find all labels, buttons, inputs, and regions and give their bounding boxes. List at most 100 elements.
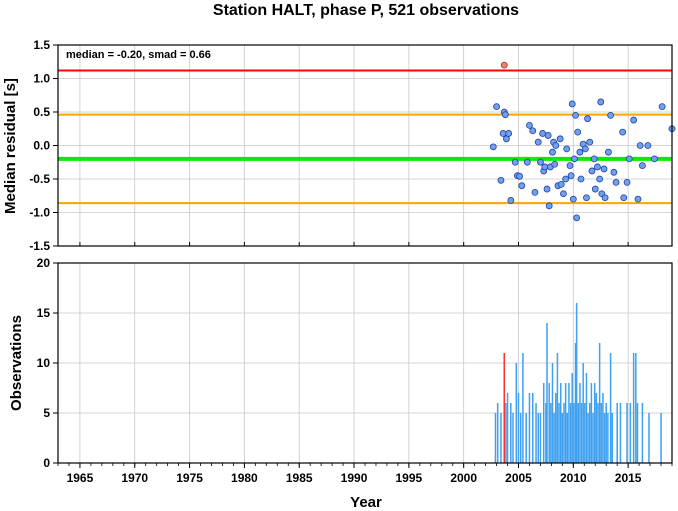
residual-point <box>568 100 576 108</box>
observations-plot-frame <box>57 262 673 464</box>
observation-bar <box>629 403 632 463</box>
observation-bar <box>553 413 555 463</box>
observation-bar <box>535 403 537 463</box>
residual-point <box>507 197 515 204</box>
observation-bar <box>589 403 591 463</box>
observation-bar <box>519 413 522 463</box>
observation-bar <box>569 403 572 463</box>
residual-point <box>531 188 539 196</box>
observation-bar <box>577 403 580 463</box>
observation-bar <box>585 373 588 463</box>
residual-point <box>636 142 644 149</box>
x-tick-label: 2005 <box>505 471 532 485</box>
residual-point <box>597 98 605 106</box>
observation-bar <box>574 343 577 463</box>
residual-point <box>581 145 589 153</box>
residual-point <box>625 155 633 163</box>
residual-point <box>523 158 531 166</box>
observation-bar <box>582 363 584 463</box>
x-tick-label: 2015 <box>615 471 642 485</box>
observation-bar <box>636 403 639 463</box>
residual-point <box>601 194 609 202</box>
y-tick-label: -1.5 <box>29 239 50 253</box>
residual-point <box>571 155 578 163</box>
residual-point <box>505 130 513 137</box>
residual-point <box>562 175 570 183</box>
residual-point <box>574 128 582 136</box>
residual-point <box>537 158 544 166</box>
residual-point <box>576 148 584 156</box>
x-tick-label: 1980 <box>231 471 258 485</box>
observation-bar <box>568 383 570 463</box>
x-tick-label: 1995 <box>396 471 423 485</box>
residual-point <box>594 163 601 171</box>
observation-bar <box>584 403 586 463</box>
observation-bar <box>561 413 564 463</box>
observation-bar <box>542 383 545 463</box>
residual-y-ticks: -1.5 -1.0 -0.5 0.0 0.5 1.0 1.5 <box>29 38 58 253</box>
observation-bar <box>595 393 598 463</box>
observation-bar <box>500 413 502 463</box>
observation-bar <box>545 403 547 463</box>
observations-grid <box>58 262 672 464</box>
observation-bar <box>559 383 562 463</box>
residual-point <box>497 176 505 184</box>
observation-bar <box>494 413 497 463</box>
x-tick-label: 1990 <box>341 471 368 485</box>
observation-bar <box>660 413 662 463</box>
observation-bar <box>571 373 573 463</box>
observation-bar <box>512 413 514 463</box>
residual-panel: -1.5 -1.0 -0.5 0.0 0.5 1.0 1.5 median = -0.20,… <box>2 38 676 253</box>
outlier-point <box>500 61 508 69</box>
observation-bar <box>546 323 548 463</box>
year-x-ticks: 1965 1970 1975 1980 1985 1990 1995 2000 2005 2010… <box>57 463 673 485</box>
observation-bar <box>635 353 637 463</box>
residual-point <box>583 194 590 202</box>
observation-bar <box>579 383 581 463</box>
residual-point <box>501 111 509 119</box>
residual-point <box>620 194 628 202</box>
observation-bar <box>548 383 550 463</box>
observation-bar <box>590 383 593 463</box>
residual-plot-frame <box>57 44 673 247</box>
residual-point <box>577 175 585 183</box>
residual-point <box>605 148 612 156</box>
residual-point <box>630 116 638 124</box>
residual-point <box>552 142 560 149</box>
residual-point <box>560 190 567 198</box>
y-tick-label: 1.5 <box>33 38 50 52</box>
residual-point <box>586 138 594 146</box>
residual-point <box>610 168 618 176</box>
residual-point <box>563 145 571 153</box>
residual-point <box>566 162 574 170</box>
observation-bar <box>632 353 635 463</box>
observation-bar <box>592 413 594 463</box>
residual-point <box>591 185 599 193</box>
chart-title: Station HALT, phase P, 521 observations <box>213 2 519 19</box>
residual-point <box>651 155 658 163</box>
reference-lines <box>58 69 672 205</box>
observation-bar <box>563 403 565 463</box>
observation-bar <box>506 393 509 463</box>
observation-bar <box>550 403 552 463</box>
observation-bar <box>539 413 542 463</box>
observation-bar <box>556 353 559 463</box>
observation-bar <box>517 393 520 463</box>
observation-bar <box>598 343 601 463</box>
observation-bar-highlight <box>503 353 505 463</box>
residual-point <box>549 148 556 156</box>
residual-point <box>526 122 533 129</box>
observation-bar <box>573 403 575 463</box>
observation-bar <box>605 403 607 463</box>
y-tick-label: 0.5 <box>33 105 50 119</box>
y-tick-label: 0 <box>43 456 50 470</box>
residual-point <box>590 155 598 163</box>
observation-bar <box>558 403 560 463</box>
observation-bar <box>602 393 604 463</box>
observation-bar <box>616 403 618 463</box>
x-tick-label: 1975 <box>176 471 203 485</box>
observation-bar <box>566 413 569 463</box>
observation-bar <box>609 353 612 463</box>
observation-bar <box>528 393 531 463</box>
observation-bar <box>515 363 518 463</box>
